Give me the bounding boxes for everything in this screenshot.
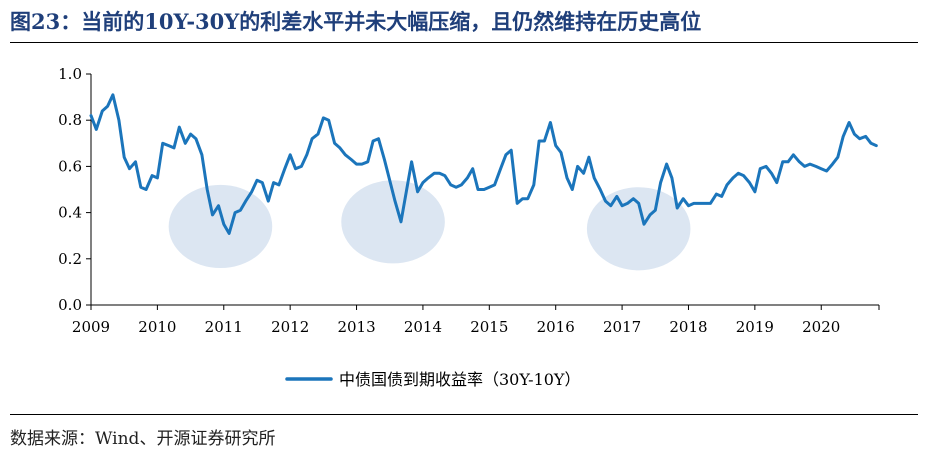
x-tick-label: 2017 bbox=[603, 318, 641, 336]
y-tick-label: 0.6 bbox=[58, 157, 82, 175]
y-tick-label: 0.0 bbox=[58, 296, 82, 314]
y-tick-label: 1.0 bbox=[58, 65, 82, 83]
x-tick-label: 2010 bbox=[138, 318, 176, 336]
x-tick-label: 2011 bbox=[205, 318, 243, 336]
series-lines bbox=[89, 93, 878, 235]
source-note: 数据来源：Wind、开源证券研究所 bbox=[10, 429, 276, 449]
legend: 中债国债到期收益率（30Y-10Y） bbox=[285, 370, 581, 389]
x-tick-label: 2015 bbox=[470, 318, 508, 336]
x-tick-label: 2016 bbox=[537, 318, 575, 336]
x-tick-label: 2018 bbox=[669, 318, 707, 336]
x-tick-label: 2012 bbox=[271, 318, 309, 336]
x-tick-label: 2019 bbox=[736, 318, 774, 336]
x-tick-label: 2014 bbox=[404, 318, 442, 336]
highlight-ellipse-2 bbox=[341, 180, 445, 264]
highlight-ellipse-1 bbox=[168, 184, 273, 269]
highlight-ellipse-3 bbox=[586, 187, 691, 271]
highlight-ellipses bbox=[168, 180, 691, 271]
series-line-1 bbox=[89, 93, 878, 235]
footer-rule bbox=[10, 414, 918, 415]
y-tick-label: 0.2 bbox=[58, 250, 82, 268]
title-rule bbox=[10, 42, 918, 43]
x-tick-label: 2013 bbox=[337, 318, 375, 336]
x-tick-label: 2009 bbox=[72, 318, 110, 336]
chart-title: 图23：当前的10Y-30Y的利差水平并未大幅压缩，且仍然维持在历史高位 bbox=[10, 9, 702, 34]
y-tick-label: 0.8 bbox=[58, 111, 82, 129]
legend-label: 中债国债到期收益率（30Y-10Y） bbox=[339, 370, 581, 389]
chart-axes: 0.0 0.2 0.4 0.6 0.8 1.0 2009 2010 2011 2012 2013 20… bbox=[58, 65, 880, 336]
y-tick-label: 0.4 bbox=[58, 204, 82, 222]
x-tick-label: 2020 bbox=[802, 318, 840, 336]
